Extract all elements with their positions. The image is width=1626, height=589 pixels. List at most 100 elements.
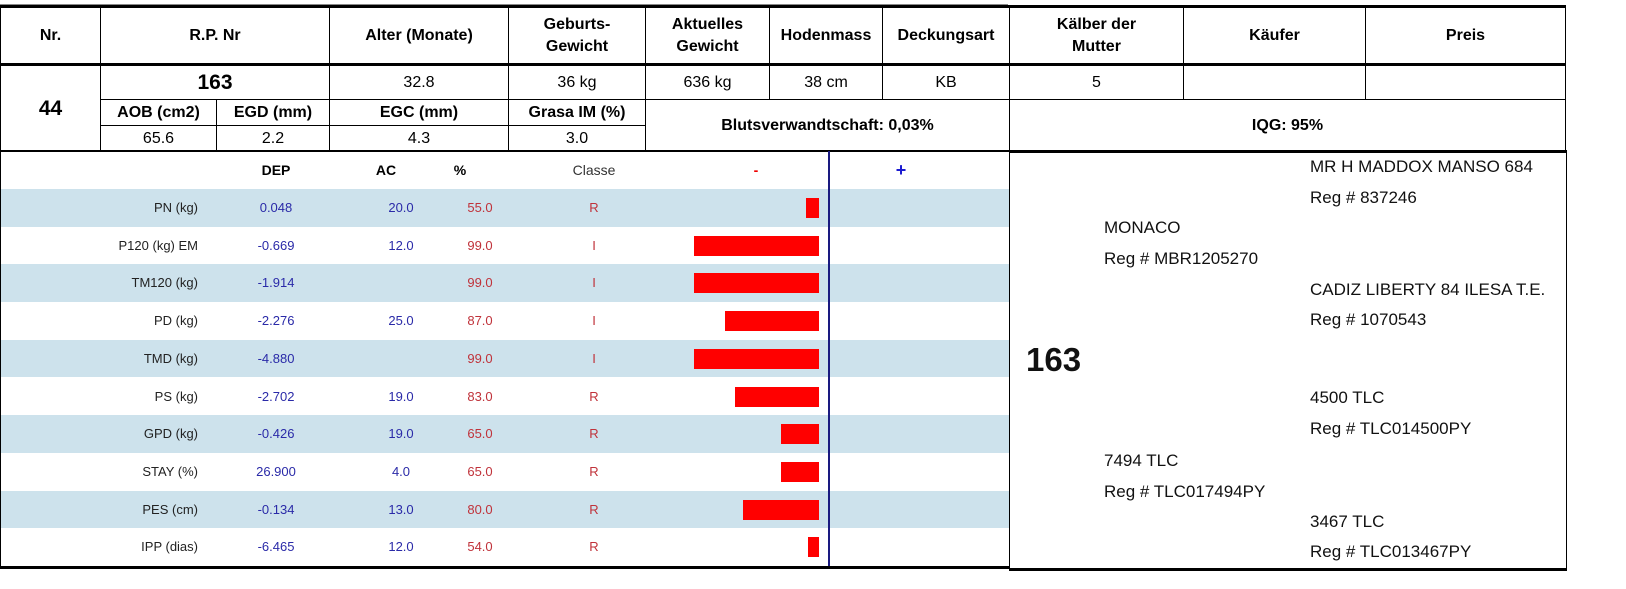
header-kalber-line2: Mutter [1072,37,1121,55]
trait-label: PES (cm) [142,501,198,517]
dam-reg: Reg # TLC017494PY [1104,482,1266,501]
value-grasa: 3.0 [508,125,646,152]
animal-kaufer[interactable] [1183,64,1366,100]
ac-value: 13.0 [388,501,414,517]
pct-value: 99.0 [467,275,493,291]
animal-preis[interactable] [1365,64,1566,100]
dep-bar [781,461,819,482]
classe-value: I [592,275,596,291]
sire-sire-reg: Reg # 837246 [1310,188,1417,207]
classe-value: R [589,388,599,404]
pedigree-panel: MR H MADDOX MANSO 684 Reg # 837246 MONAC… [1009,150,1567,571]
plus-header: + [895,160,907,180]
trait-label: PD (kg) [153,313,198,329]
classe-value: R [589,200,599,215]
classe-value: R [589,463,599,479]
header-rp: R.P. Nr [100,5,330,66]
pct-value: 80.0 [467,501,493,517]
value-egd: 2.2 [216,125,330,152]
header-kalber: Kälber der Mutter [1009,5,1184,66]
dep-bar [694,235,819,256]
animal-aktuelles: 636 kg [645,64,770,100]
trait-label: TMD (kg) [143,350,198,366]
zero-axis-line [828,151,830,566]
minus-header: - [753,162,759,178]
animal-hoden: 38 cm [769,64,883,100]
trait-label: PS (kg) [154,388,198,404]
pct-value: 83.0 [467,388,493,404]
dep-value: -1.914 [257,275,295,291]
sire-sire-name: MR H MADDOX MANSO 684 [1310,157,1533,176]
top-border [0,0,1008,5]
header-preis: Preis [1365,5,1566,66]
animal-deckung: KB [882,64,1010,100]
label-egd: EGD (mm) [216,99,330,126]
dep-value: -0.426 [257,426,295,442]
pct-value: 87.0 [467,313,493,329]
classe-value: I [592,237,596,253]
dep-row: PN (kg) 0.048 20.0 55.0 R [1,189,1009,227]
pedigree-animal: 163 [1026,341,1082,378]
header-aktuelles: Aktuelles Gewicht [645,5,770,66]
trait-label: IPP (dias) [141,539,198,555]
dep-value: -2.702 [257,388,295,404]
ac-header: AC [375,162,397,178]
header-geburts: Geburts- Gewicht [508,5,646,66]
classe-value: R [589,501,599,517]
header-geburts-line2: Gewicht [545,37,609,55]
dep-bar [808,537,819,558]
dep-row: TM120 (kg) -1.914 99.0 I [1,264,1009,303]
ac-value: 19.0 [388,388,414,404]
pct-value: 55.0 [467,200,493,215]
dep-row: TMD (kg) -4.880 99.0 I [1,339,1009,378]
ac-value: 12.0 [388,539,414,555]
header-deckung: Deckungsart [882,5,1010,66]
dam-dam-reg: Reg # TLC013467PY [1310,542,1472,561]
dep-row: GPD (kg) -0.426 19.0 65.0 R [1,415,1009,453]
animal-rp: 163 [100,64,330,100]
iqg: IQG: 95% [1009,99,1566,152]
dep-value: 0.048 [259,200,293,215]
ac-value: 20.0 [388,200,414,215]
dep-row: PS (kg) -2.702 19.0 83.0 R [1,378,1009,416]
header-hoden: Hodenmass [769,5,883,66]
value-egc: 4.3 [329,125,509,152]
dep-value: 26.900 [256,463,296,479]
dam-sire-name: 4500 TLC [1310,388,1385,407]
pct-value: 65.0 [467,463,493,479]
dep-bar [694,273,819,294]
header-akt-line2: Gewicht [676,37,739,55]
dep-table: DEP AC % Classe - + PN (kg) 0.048 20.0 55.0… [0,150,1010,569]
trait-label: GPD (kg) [143,426,198,442]
dep-bar [725,311,819,332]
classe-value: R [589,539,599,555]
dep-row: PES (cm) -0.134 13.0 80.0 R [1,490,1009,529]
dep-row: IPP (dias) -6.465 12.0 54.0 R [1,528,1009,566]
dep-value: -4.880 [257,350,295,366]
dep-bar [694,348,819,369]
dep-bar [743,499,819,520]
animal-alter: 32.8 [329,64,509,100]
classe-value: I [592,313,596,329]
label-egc: EGC (mm) [329,99,509,126]
pct-header: % [453,162,467,178]
classe-header: Classe [572,162,616,178]
dam-name: 7494 TLC [1104,451,1179,470]
dep-value: -0.134 [257,501,295,517]
dep-bar [781,424,819,445]
header-geburts-line1: Geburts- [543,15,611,33]
header-alter: Alter (Monate) [329,5,509,66]
header-kalber-line1: Kälber der [1056,15,1137,33]
dep-value: -6.465 [257,539,295,555]
dep-row: P120 (kg) EM -0.669 12.0 99.0 I [1,227,1009,265]
dep-bar [735,386,819,407]
ac-value: 12.0 [388,237,414,253]
ac-value: 4.0 [391,463,411,479]
ac-value: 19.0 [388,426,414,442]
trait-label: TM120 (kg) [131,275,198,291]
sire-dam-reg: Reg # 1070543 [1310,310,1427,329]
pct-value: 99.0 [467,237,493,253]
blutsverwandtschaft: Blutsverwandtschaft: 0,03% [645,99,1010,152]
animal-info-table: Nr. R.P. Nr Alter (Monate) Geburts- Gewic… [0,5,1566,152]
ac-value: 25.0 [388,313,414,329]
